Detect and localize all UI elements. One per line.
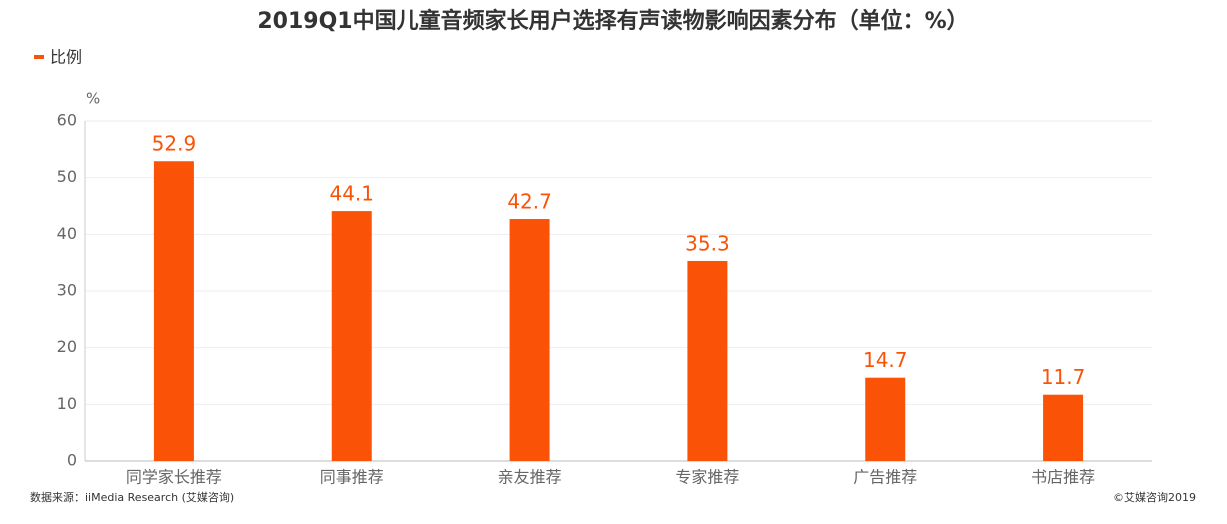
y-tick-label: 0 (67, 451, 77, 470)
legend-label: 比例 (50, 48, 82, 67)
y-tick-label: 30 (57, 281, 77, 300)
source: 数据来源：iiMedia Research (艾媒咨询) (30, 490, 234, 504)
bar (153, 161, 194, 461)
x-tick-label: 亲友推荐 (498, 468, 562, 487)
y-tick-label: 10 (57, 394, 77, 413)
x-tick-label: 专家推荐 (675, 468, 739, 487)
bar (509, 219, 550, 461)
y-tick-label: 60 (57, 111, 77, 130)
y-unit: % (86, 90, 100, 108)
legend-swatch (34, 55, 44, 59)
value-label: 35.3 (685, 231, 730, 255)
x-tick-label: 书店推荐 (1031, 468, 1095, 487)
value-label: 52.9 (152, 132, 197, 156)
value-label: 42.7 (507, 190, 552, 214)
y-tick-label: 20 (57, 337, 77, 356)
x-tick-label: 广告推荐 (853, 468, 917, 487)
value-label: 14.7 (863, 348, 908, 372)
y-tick-label: 40 (57, 224, 77, 243)
bar (331, 211, 372, 461)
bar (1043, 394, 1084, 461)
x-tick-label: 同学家长推荐 (126, 468, 222, 487)
value-label: 11.7 (1041, 365, 1086, 389)
x-tick-label: 同事推荐 (320, 468, 384, 487)
value-label: 44.1 (329, 182, 374, 206)
bar (865, 377, 906, 461)
y-tick-label: 50 (57, 167, 77, 186)
copyright: ©艾媒咨询2019 (1113, 490, 1196, 504)
bar (687, 260, 728, 461)
chart-title: 2019Q1中国儿童音频家长用户选择有声读物影响因素分布（单位：%） (257, 8, 968, 34)
